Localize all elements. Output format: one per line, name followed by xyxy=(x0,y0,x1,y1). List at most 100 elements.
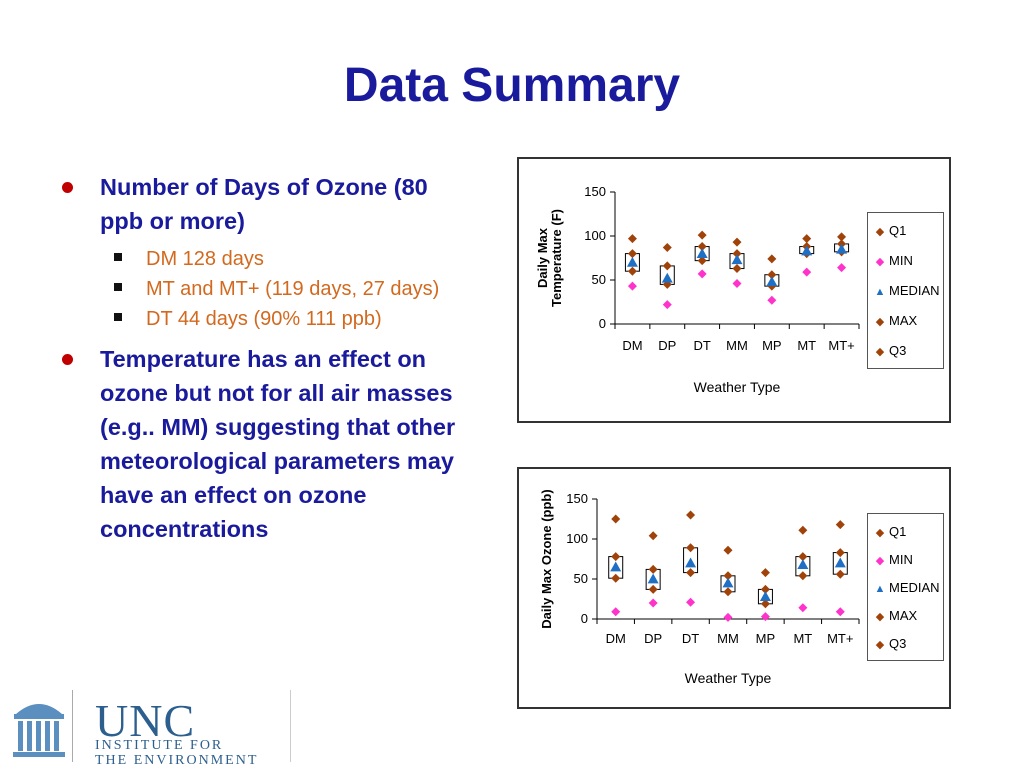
max-point xyxy=(648,531,658,541)
min-point xyxy=(835,607,845,617)
max-point xyxy=(760,568,770,578)
legend-label: MEDIAN xyxy=(889,283,940,298)
diamond-icon: ◆ xyxy=(875,611,885,623)
sub-bullet-dm: DM 128 days xyxy=(100,244,472,274)
min-point xyxy=(802,267,812,277)
q1-point xyxy=(627,266,637,276)
diamond-icon: ◆ xyxy=(875,346,885,358)
median-point xyxy=(722,577,734,588)
q3-point xyxy=(686,543,696,553)
median-point xyxy=(685,557,697,568)
legend-item-q1: ◆ Q1 xyxy=(874,524,907,540)
q3-point xyxy=(648,564,658,574)
median-point xyxy=(626,256,638,267)
q3-point xyxy=(723,571,733,581)
x-axis-label: Weather Type xyxy=(694,379,781,395)
min-point xyxy=(798,603,808,613)
x-tick-label: DM xyxy=(622,338,642,353)
q3-point xyxy=(835,548,845,558)
x-tick-label: MT+ xyxy=(828,338,854,353)
min-point xyxy=(723,612,733,622)
q1-point xyxy=(697,256,707,266)
legend-label: MIN xyxy=(889,552,913,567)
bullet-ozone-days: Number of Days of Ozone (80 ppb or more) xyxy=(62,170,472,238)
y-axis-label: Temperature (F) xyxy=(549,209,564,307)
q1-point xyxy=(760,599,770,609)
min-point xyxy=(760,612,770,622)
min-point xyxy=(662,300,672,310)
x-tick-label: MP xyxy=(762,338,782,353)
x-tick-label: DT xyxy=(682,631,699,646)
legend-label: MIN xyxy=(889,253,913,268)
q3-point xyxy=(662,261,672,271)
bullet-temperature: Temperature has an effect on ozone but n… xyxy=(62,342,472,546)
x-tick-label: MP xyxy=(756,631,776,646)
max-point xyxy=(723,545,733,555)
max-point xyxy=(767,254,777,264)
sub-bullet-text: MT and MT+ (119 days, 27 days) xyxy=(146,278,440,300)
q1-point xyxy=(798,571,808,581)
ozone-chart: 0 50 100 150 DM DP DT MM MP MT MT+ Weather Type Dail… xyxy=(517,467,951,709)
max-point xyxy=(837,232,847,242)
temperature-chart-plot: 0 50 100 150 DM DP DT MM MP MT MT+ Weather Type Dail… xyxy=(535,184,860,395)
legend-item-min: ◆ MIN xyxy=(874,552,913,568)
sub-bullet-dt: DT 44 days (90% 111 ppb) xyxy=(100,304,472,334)
ozone-chart-legend: ◆ Q1 ◆ MIN ▲ MEDIAN ◆ MAX ◆ Q3 xyxy=(867,513,944,661)
logo-divider-right xyxy=(290,690,291,762)
x-tick-label: MT xyxy=(797,338,816,353)
y-tick-label: 100 xyxy=(584,228,606,243)
q3-point xyxy=(611,552,621,562)
x-tick-label: MM xyxy=(717,631,739,646)
q1-point xyxy=(686,568,696,578)
q3-point xyxy=(767,270,777,280)
logo-line-1: INSTITUTE FOR xyxy=(95,738,224,753)
q3-point xyxy=(697,242,707,252)
q1-point xyxy=(648,584,658,594)
min-point xyxy=(611,607,621,617)
y-tick-label: 0 xyxy=(581,611,588,626)
min-point xyxy=(627,281,637,291)
diamond-icon: ◆ xyxy=(875,256,885,268)
median-point xyxy=(696,248,708,258)
max-point xyxy=(611,514,621,524)
q3-point xyxy=(627,249,637,259)
q3-point xyxy=(760,584,770,594)
diamond-icon: ◆ xyxy=(875,639,885,651)
bullet-text: Temperature has an effect on ozone but n… xyxy=(100,346,456,542)
median-point xyxy=(731,254,743,265)
bullet-list: Number of Days of Ozone (80 ppb or more)… xyxy=(62,170,472,546)
legend-item-q3: ◆ Q3 xyxy=(874,636,907,652)
max-point xyxy=(697,230,707,240)
q1-point xyxy=(732,264,742,274)
x-tick-label: MM xyxy=(726,338,748,353)
min-point xyxy=(648,598,658,608)
bullet-text: Number of Days of Ozone (80 ppb or more) xyxy=(100,174,428,234)
sub-bullet-list: DM 128 days MT and MT+ (119 days, 27 day… xyxy=(62,244,472,334)
x-tick-label: DP xyxy=(658,338,676,353)
logo-unc-text: UNC xyxy=(95,695,196,746)
min-point xyxy=(697,269,707,279)
q1-point xyxy=(835,569,845,579)
legend-item-min: ◆ MIN xyxy=(874,253,913,269)
y-tick-label: 150 xyxy=(584,184,606,199)
q3-point xyxy=(798,552,808,562)
legend-item-q1: ◆ Q1 xyxy=(874,223,907,239)
diamond-icon: ◆ xyxy=(875,226,885,238)
square-bullet xyxy=(114,253,122,261)
median-point xyxy=(766,276,778,287)
median-point xyxy=(647,573,659,584)
ozone-chart-plot: 0 50 100 150 DM DP DT MM MP MT MT+ Weather Type Dail… xyxy=(539,489,860,686)
sub-bullet-text: DT 44 days (90% 111 ppb) xyxy=(146,308,382,330)
median-point xyxy=(834,557,846,568)
max-point xyxy=(662,242,672,252)
y-tick-label: 150 xyxy=(566,491,588,506)
triangle-icon: ▲ xyxy=(874,286,886,298)
triangle-icon: ▲ xyxy=(874,583,886,595)
sub-bullet-mt: MT and MT+ (119 days, 27 days) xyxy=(100,274,472,304)
bullet-dot xyxy=(62,354,73,365)
x-tick-label: MT+ xyxy=(827,631,853,646)
x-tick-label: DT xyxy=(693,338,710,353)
max-point xyxy=(686,510,696,520)
legend-label: Q3 xyxy=(889,636,907,651)
slide-title: Data Summary xyxy=(343,59,681,112)
